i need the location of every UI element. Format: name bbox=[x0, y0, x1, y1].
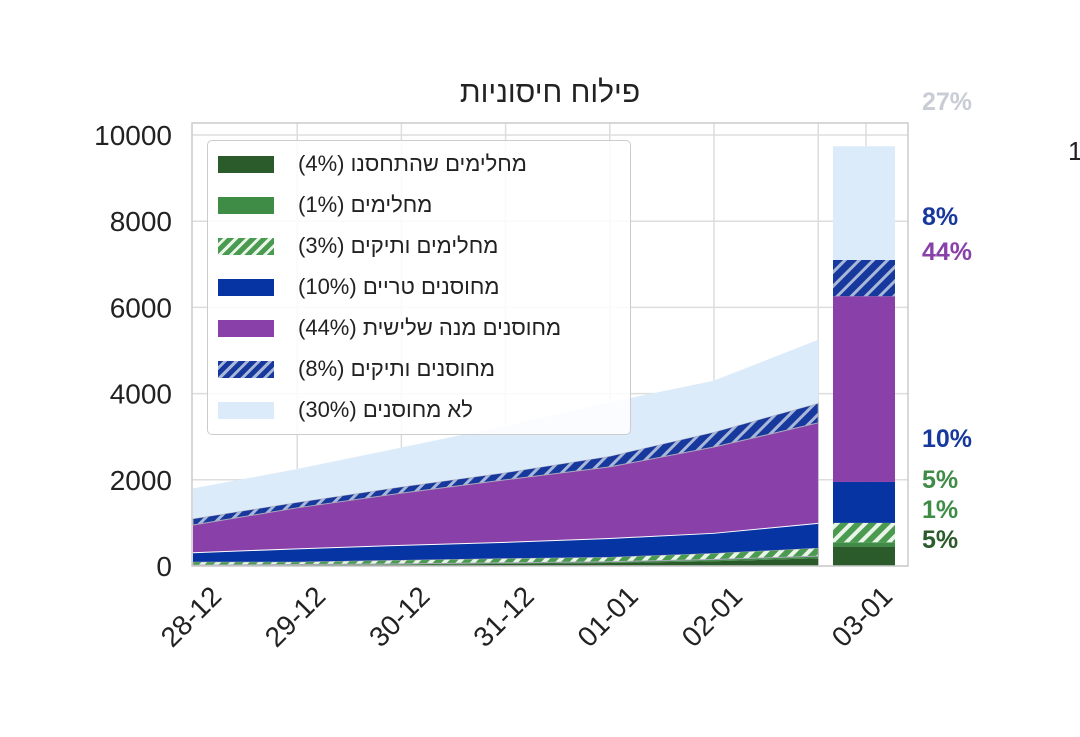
bar-percent-label: 5% bbox=[922, 526, 958, 554]
bar-segment-0 bbox=[833, 546, 895, 566]
y-tick-label: 0 bbox=[156, 551, 172, 582]
legend-item: מחוסנים טריים (10%) bbox=[208, 272, 630, 302]
legend-item: לא מחוסנים (30%) bbox=[208, 395, 630, 425]
legend-label: מחוסנים ותיקים (8%) bbox=[298, 356, 495, 381]
bar-percent-label: 5% bbox=[922, 466, 958, 494]
bar-percent-label: 10% bbox=[922, 425, 972, 453]
y-tick-label: 2000 bbox=[110, 465, 172, 496]
x-tick-label: 31-12 bbox=[467, 580, 540, 653]
legend-swatch bbox=[218, 156, 274, 173]
cropped-text: 1 bbox=[1068, 136, 1080, 166]
legend: מחלימים שהתחסנו (4%) מחלימים (1%) מחלימים … bbox=[207, 140, 631, 435]
bar-segment-2 bbox=[833, 522, 895, 543]
legend-item: מחלימים (1%) bbox=[208, 190, 630, 220]
chart-title: פילוח חיסוניות bbox=[459, 76, 641, 109]
legend-swatch bbox=[218, 320, 274, 337]
legend-label: מחוסנים טריים (10%) bbox=[298, 274, 500, 299]
x-tick-label: 01-01 bbox=[571, 580, 644, 653]
legend-swatch bbox=[218, 238, 274, 255]
bar-percent-label: 1% bbox=[922, 496, 958, 524]
legend-item: מחלימים שהתחסנו (4%) bbox=[208, 149, 630, 179]
legend-swatch bbox=[218, 361, 274, 378]
x-tick-label: 30-12 bbox=[363, 580, 436, 653]
y-tick-label: 10000 bbox=[94, 120, 172, 151]
bar-percent-label: 27% bbox=[922, 88, 972, 116]
area-series-5 bbox=[192, 402, 819, 526]
bar-segment-1 bbox=[833, 542, 895, 547]
x-tick-label: 02-01 bbox=[676, 580, 749, 653]
bar-percent-label: 8% bbox=[922, 203, 958, 231]
legend-item: מחוסנים מנה שלישית (44%) bbox=[208, 313, 630, 343]
legend-swatch bbox=[218, 279, 274, 296]
bar-segment-5 bbox=[833, 259, 895, 297]
area-series-4 bbox=[193, 422, 819, 553]
y-axis: 0 2000 4000 6000 8000 10000 bbox=[94, 120, 172, 582]
y-tick-label: 8000 bbox=[110, 206, 172, 237]
legend-swatch bbox=[218, 402, 274, 419]
area-series-1 bbox=[193, 556, 819, 566]
bar-03-01 bbox=[833, 146, 895, 566]
legend-item: מחלימים ותיקים (3%) bbox=[208, 231, 630, 261]
legend-label: מחלימים שהתחסנו (4%) bbox=[298, 151, 527, 176]
bar-segment-3 bbox=[833, 481, 895, 523]
x-tick-label: 03-01 bbox=[826, 580, 899, 653]
legend-label: מחוסנים מנה שלישית (44%) bbox=[298, 315, 562, 340]
bar-percent-labels: 5%1%5% 10% 44% 8% 27% bbox=[922, 88, 972, 554]
bar-segment-6 bbox=[833, 146, 895, 260]
area-series-2 bbox=[192, 547, 819, 566]
legend-swatch bbox=[218, 197, 274, 214]
x-tick-label: 28-12 bbox=[155, 580, 228, 653]
y-tick-label: 4000 bbox=[110, 379, 172, 410]
bar-segment-4 bbox=[833, 296, 895, 482]
legend-label: מחלימים (1%) bbox=[298, 192, 433, 217]
x-axis: 28-12 29-12 30-12 31-12 01-01 02-01 03-01 bbox=[155, 580, 899, 653]
plot-frame bbox=[191, 122, 909, 567]
legend-item: מחוסנים ותיקים (8%) bbox=[208, 354, 630, 384]
legend-label: מחלימים ותיקים (3%) bbox=[298, 233, 499, 258]
x-tick-label: 29-12 bbox=[259, 580, 332, 653]
bar-percent-label: 44% bbox=[922, 238, 972, 266]
area-series-0 bbox=[193, 558, 819, 566]
y-tick-label: 6000 bbox=[110, 292, 172, 323]
legend-label: לא מחוסנים (30%) bbox=[298, 397, 473, 422]
